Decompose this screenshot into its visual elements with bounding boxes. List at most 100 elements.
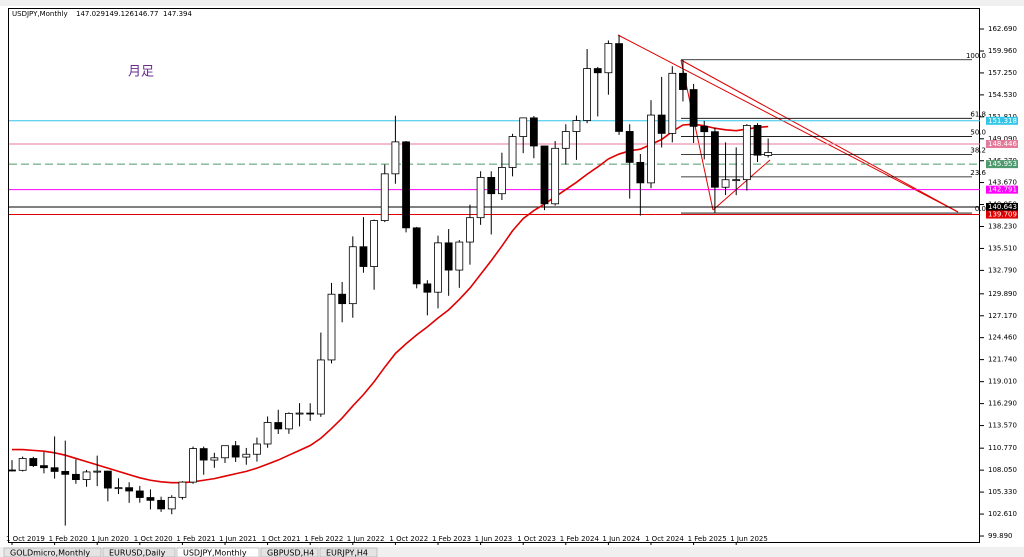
price-label-bg: [986, 160, 1018, 169]
candle-body: [402, 141, 410, 229]
candle-body: [18, 458, 27, 471]
tab[interactable]: [319, 547, 378, 557]
candle-body: [114, 487, 123, 490]
price-label: 145.953: [988, 160, 1017, 168]
candle-body: [508, 136, 517, 168]
x-tick-label: 1 Feb 2021: [176, 535, 215, 543]
candle-body: [572, 120, 581, 132]
candle-body: [359, 246, 368, 267]
tab-label[interactable]: GOLDmicro,Monthly: [10, 549, 90, 557]
candle-body: [72, 473, 80, 480]
candle-body: [327, 293, 336, 361]
candle-body: [487, 176, 496, 195]
candle-body: [551, 147, 560, 205]
candle-body: [263, 422, 272, 445]
candle-body: [732, 179, 741, 182]
price-label-bg: [986, 116, 1018, 125]
candle-body: [615, 43, 623, 132]
candle-body: [540, 145, 549, 205]
tab-label[interactable]: EURJPY,H4: [326, 549, 368, 557]
candle-body: [210, 457, 219, 461]
candle-body: [157, 499, 166, 510]
y-tick-label: 105.330: [988, 488, 1017, 496]
candle-body: [135, 490, 144, 498]
candle-body: [668, 72, 677, 134]
candle-body: [167, 496, 176, 510]
candle-body: [391, 141, 400, 175]
annotation: 月足: [128, 65, 154, 80]
candle-body: [146, 497, 155, 501]
fib-label: 50.0: [970, 128, 986, 136]
x-tick-label: 1 Oct 2021: [262, 535, 301, 543]
y-tick-label: 127.170: [988, 312, 1017, 320]
x-tick-label: 1 Jun 2025: [730, 535, 768, 543]
candle-body: [444, 242, 453, 271]
x-tick-label: 1 Feb 2022: [304, 535, 343, 543]
candle-body: [8, 469, 16, 472]
candle-body: [274, 422, 283, 430]
x-tick-label: 1 Jun 2023: [475, 535, 513, 543]
price-label-bg: [986, 139, 1018, 148]
y-tick-label: 154.530: [988, 91, 1017, 99]
fib-label: 100.0: [966, 52, 986, 60]
price-label: 140.643: [988, 203, 1017, 211]
y-tick-label: 135.510: [988, 244, 1017, 252]
candle-body: [764, 152, 773, 156]
y-tick-label: 143.670: [988, 179, 1017, 187]
y-tick-label: 110.770: [988, 444, 1017, 452]
plot-frame: [8, 8, 980, 543]
y-tick-label: 159.960: [988, 47, 1017, 55]
tab-label[interactable]: USDJPY,Monthly: [183, 549, 247, 557]
trendline: [712, 159, 771, 211]
candle-body: [497, 167, 506, 195]
y-tick-label: 124.460: [988, 334, 1017, 342]
candle-body: [231, 445, 240, 458]
candle-body: [529, 117, 538, 147]
candle-body: [647, 114, 655, 184]
y-tick-label: 119.010: [988, 378, 1017, 386]
candle-body: [412, 227, 421, 285]
y-tick-label: 149.090: [988, 135, 1017, 143]
candle-body: [679, 72, 687, 90]
tab-label[interactable]: GBPUSD,H4: [267, 549, 314, 557]
header-value: 147.029: [76, 10, 105, 18]
candle-body: [711, 131, 719, 188]
price-label-bg: [986, 210, 1018, 219]
fib-label: 61.8: [970, 110, 986, 118]
fib-label: 0.0: [975, 205, 986, 213]
candle-body: [466, 217, 474, 243]
tab-bar: [0, 547, 1024, 557]
x-tick-label: 1 Feb 2024: [560, 535, 600, 543]
candle-body: [242, 453, 251, 458]
chart-title: USDJPY,Monthly: [12, 10, 68, 18]
price-label: 148.446: [988, 140, 1017, 148]
header-value: 149.126: [105, 10, 134, 18]
y-tick-label: 121.740: [988, 356, 1017, 364]
candle-body: [753, 124, 762, 156]
moving-average: [12, 123, 769, 484]
price-label: 142.791: [988, 186, 1017, 194]
y-tick-label: 99.890: [988, 532, 1013, 540]
y-tick-label: 108.050: [988, 466, 1017, 474]
price-label: 139.709: [988, 211, 1017, 219]
candle-body: [657, 114, 666, 134]
candle-body: [519, 117, 528, 137]
y-tick-label: 116.290: [988, 400, 1017, 408]
tab[interactable]: [176, 547, 260, 557]
candle-body: [370, 220, 379, 267]
tab[interactable]: [260, 547, 319, 557]
candle-body: [583, 68, 591, 121]
tab[interactable]: [3, 547, 102, 557]
x-tick-label: 1 Feb 2020: [49, 535, 88, 543]
candle-body: [700, 125, 709, 133]
candle-body: [348, 246, 357, 305]
price-label: 151.318: [988, 117, 1017, 125]
candle-body: [306, 412, 315, 415]
x-tick-label: 1 Oct 2022: [389, 535, 428, 543]
candle-body: [455, 241, 464, 271]
candle-body: [561, 131, 570, 149]
tab[interactable]: [102, 547, 176, 557]
tab-label[interactable]: EURUSD,Daily: [109, 549, 166, 557]
candle-body: [721, 179, 730, 188]
